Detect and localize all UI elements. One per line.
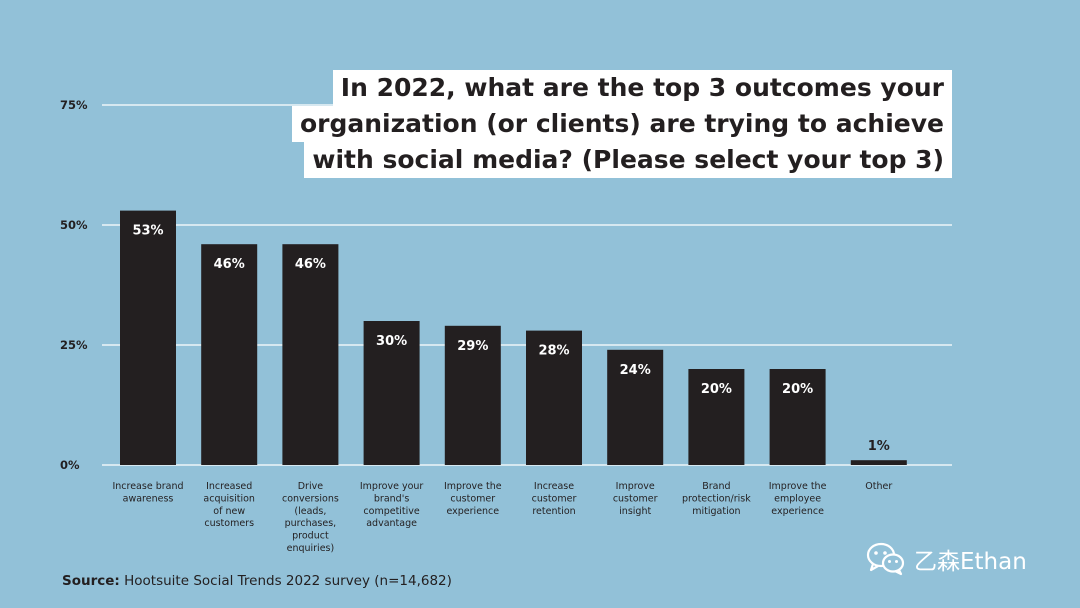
bar [120, 210, 176, 465]
x-tick-label: Increased acquisition of new customers [203, 481, 255, 529]
x-tick-label: Improve the customer experience [444, 481, 502, 517]
bar-value-label: 20% [782, 382, 813, 397]
source-text: Hootsuite Social Trends 2022 survey (n=1… [124, 573, 452, 589]
bar [607, 349, 664, 465]
x-tick-label: Increase brand awareness [112, 481, 183, 504]
x-tick-label: Improve the employee experience [769, 481, 827, 517]
bar [850, 460, 907, 465]
y-axis-ticks: 0% 25% 50% 75% [60, 98, 88, 472]
bar [282, 244, 339, 465]
bar-value-label: 24% [620, 363, 651, 378]
x-tick-label: Improve your brand's competitive advantage [360, 481, 424, 529]
wechat-icon [866, 542, 905, 576]
x-tick-label: Other [865, 481, 892, 492]
bar-value-label: 29% [457, 339, 488, 354]
y-tick-label: 25% [60, 338, 88, 352]
bar-value-label: 30% [376, 334, 407, 349]
chart-title-line-3: with social media? (Please select your t… [304, 142, 952, 178]
x-tick-label: Brand protection/risk mitigation [682, 481, 751, 517]
bar [769, 369, 826, 465]
bars [120, 210, 907, 465]
bar-value-label: 46% [295, 257, 326, 272]
bar-value-label: 1% [868, 439, 890, 454]
source-label: Source: [62, 573, 120, 589]
watermark-text: 乙森Ethan [914, 549, 1027, 575]
value-labels: 53% 46% 46% 30% 29% 28% 24% 20% 20% 1% [132, 224, 889, 455]
source-note: Source: Hootsuite Social Trends 2022 sur… [62, 573, 452, 589]
watermark: 乙森Ethan [866, 542, 1027, 576]
y-tick-label: 75% [60, 98, 88, 112]
x-tick-label: Increase customer retention [532, 481, 577, 517]
bar [363, 321, 420, 465]
chart-title-line-2: organization (or clients) are trying to … [291, 106, 952, 142]
bar-value-label: 46% [214, 257, 245, 272]
x-tick-label: Drive conversions (leads, purchases, product… [282, 481, 339, 554]
x-axis-labels: Increase brand awareness Increased acquisit… [112, 481, 892, 554]
bar-value-label: 28% [538, 344, 569, 359]
bar [444, 325, 501, 465]
bar [201, 244, 258, 465]
chart-title-line-1: In 2022, what are the top 3 outcomes you… [332, 70, 952, 106]
chart-title: In 2022, what are the top 3 outcomes you… [291, 70, 952, 178]
bar-value-label: 53% [132, 224, 163, 239]
y-tick-label: 50% [60, 218, 88, 232]
bar [688, 369, 745, 465]
bar-value-label: 20% [701, 382, 732, 397]
x-tick-label: Improve customer insight [613, 481, 658, 517]
bar [526, 330, 582, 465]
y-tick-label: 0% [60, 458, 80, 472]
